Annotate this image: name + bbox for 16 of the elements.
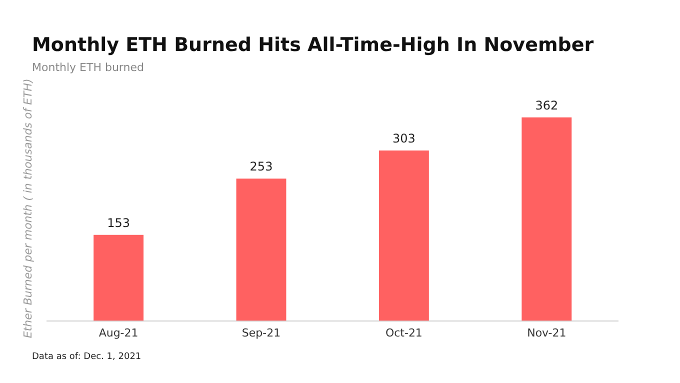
- bar: [522, 117, 572, 321]
- chart-title: Monthly ETH Burned Hits All-Time-High In November: [32, 34, 594, 56]
- bar: [236, 178, 286, 321]
- x-tick-label: Sep-21: [242, 326, 281, 340]
- data-label: 362: [535, 98, 558, 112]
- data-label: 253: [250, 160, 273, 174]
- x-tick-label: Aug-21: [98, 326, 138, 340]
- chart-subtitle: Monthly ETH burned: [32, 61, 144, 74]
- data-label: 153: [107, 216, 130, 230]
- data-label: 303: [392, 132, 416, 146]
- x-tick-label: Oct-21: [385, 326, 422, 340]
- bar: [94, 234, 144, 321]
- text: Data as of: Dec. 1, 2021: [32, 352, 142, 362]
- bar: [378, 150, 429, 321]
- x-tick-label: Nov-21: [527, 326, 566, 340]
- y-axis-title: Ether Burned per month ( in thousands of ETH): [21, 78, 34, 338]
